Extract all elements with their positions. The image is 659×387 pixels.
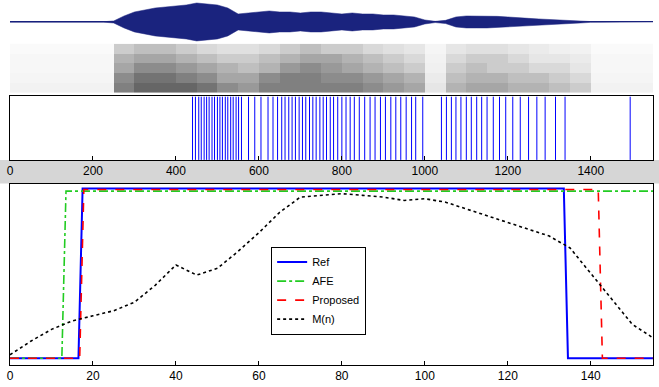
svg-text:20: 20 <box>86 369 100 383</box>
svg-text:60: 60 <box>252 369 266 383</box>
svg-text:Ref: Ref <box>312 256 330 268</box>
svg-text:600: 600 <box>249 164 269 178</box>
svg-text:120: 120 <box>498 369 518 383</box>
svg-text:Proposed: Proposed <box>312 294 359 306</box>
svg-text:1000: 1000 <box>411 164 438 178</box>
svg-text:80: 80 <box>335 369 349 383</box>
svg-text:800: 800 <box>332 164 352 178</box>
svg-text:0: 0 <box>7 164 14 178</box>
svg-text:1400: 1400 <box>577 164 604 178</box>
svg-text:100: 100 <box>415 369 435 383</box>
svg-text:AFE: AFE <box>312 275 333 287</box>
svg-text:400: 400 <box>166 164 186 178</box>
svg-text:40: 40 <box>169 369 183 383</box>
svg-text:140: 140 <box>581 369 601 383</box>
svg-text:1200: 1200 <box>494 164 521 178</box>
svg-text:M(n): M(n) <box>312 313 335 325</box>
svg-text:200: 200 <box>83 164 103 178</box>
svg-text:0: 0 <box>7 369 14 383</box>
